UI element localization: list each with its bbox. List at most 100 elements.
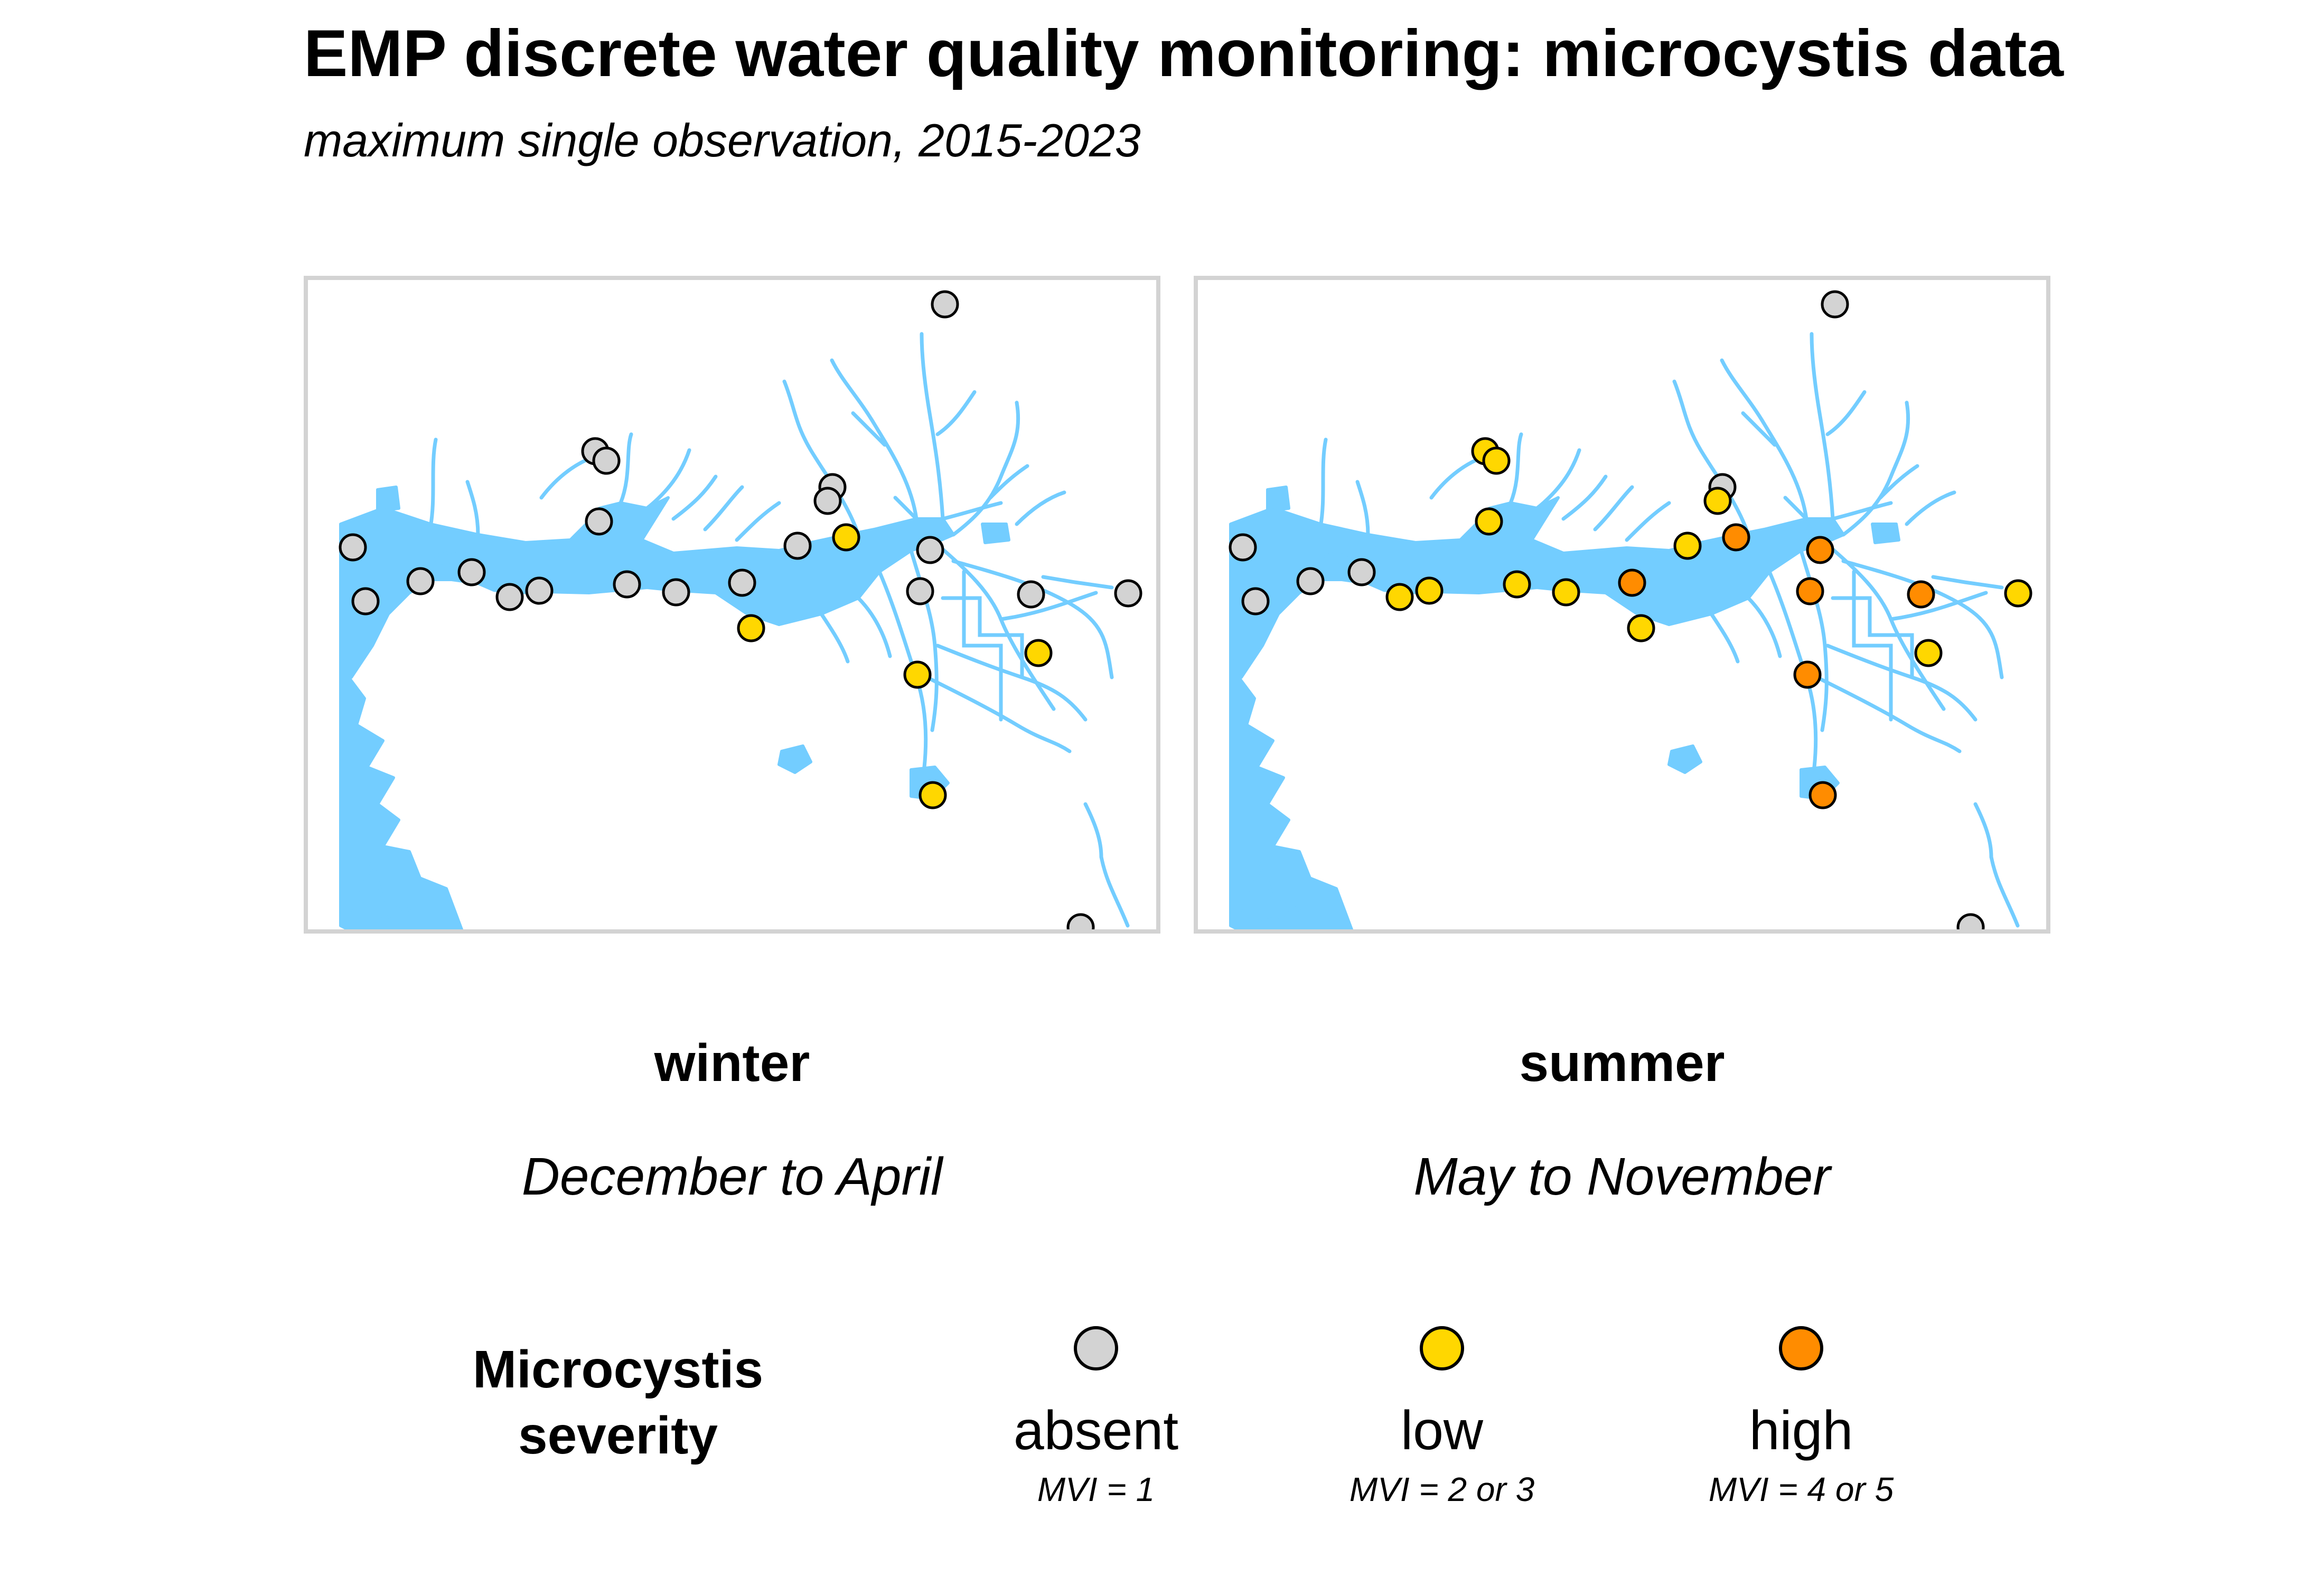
map-panel-winter [304,276,1160,934]
waterway [951,400,1020,537]
waterway [619,432,633,505]
waterway [1810,332,1835,521]
water-layer [1229,332,2020,929]
waterway [1841,400,1910,537]
waterway [1561,474,1608,521]
station-marker-absent [1229,533,1257,562]
waterway [1852,570,1893,722]
legend-label-absent: absent [1013,1400,1179,1461]
chart-title: EMP discrete water quality monitoring: m… [304,17,2064,90]
waterway [1720,358,1808,521]
station-marker-absent [783,532,812,560]
water-body [1667,744,1702,774]
station-marker-absent [1066,913,1095,929]
legend-swatch-low [1420,1326,1464,1370]
station-marker-low [2004,579,2032,608]
waterway [1825,390,1867,436]
waterway [962,570,1003,722]
waterway [1989,855,2020,928]
water-body [1229,655,1354,929]
legend-swatch-high [1779,1326,1823,1370]
waterway [645,448,691,510]
station-marker-high [1722,523,1750,552]
legend-note-high: MVI = 4 or 5 [1708,1470,1894,1508]
waterway [925,675,1072,753]
waterway [1041,575,1114,590]
water-body [1234,861,1301,929]
waterway [1746,596,1782,658]
waterway [428,437,438,529]
waterway [819,612,850,664]
station-marker-low [1673,532,1702,560]
station-marker-absent [931,290,959,319]
station-marker-high [1796,577,1824,605]
legend-swatch-absent [1074,1326,1118,1370]
waterway [1831,596,1914,679]
water-body [376,486,400,512]
legend-note-low: MVI = 2 or 3 [1349,1470,1535,1508]
water-body [339,655,464,929]
waterway [1015,490,1066,526]
map-panel-summer [1194,276,2050,934]
station-marker-low [1415,576,1444,605]
station-marker-absent [916,536,944,564]
station-layer [1229,290,2032,929]
station-marker-low [1914,639,1943,667]
waterway [1889,591,1988,621]
legend-title-line1: Microcystis [472,1340,764,1399]
panel-label-winter: winter [654,1033,810,1093]
waterway [1083,802,1103,859]
waterway [941,501,1003,521]
station-marker-absent [457,558,486,586]
waterway [1831,501,1893,521]
waterway [671,474,718,521]
waterway [1878,464,1919,500]
station-marker-absent [585,507,613,536]
waterway [999,591,1098,621]
waterway [830,358,919,521]
station-marker-high [1808,781,1837,809]
station-marker-low [1475,507,1503,536]
water-body [1266,486,1290,512]
waterway [1535,448,1581,510]
waterway [1931,575,2004,590]
waterway [856,596,892,658]
waterway [735,501,781,542]
station-marker-high [1907,580,1935,609]
station-marker-absent [406,567,435,595]
station-marker-low [1627,614,1655,642]
legend-note-absent: MVI = 1 [1037,1470,1155,1508]
waterway [1099,855,1130,928]
station-marker-low [1703,487,1732,515]
station-marker-low [919,781,947,809]
waterway [1709,612,1740,664]
water-body [344,861,411,929]
station-marker-low [903,660,932,689]
waterway [1741,411,1777,447]
legend-label-low: low [1400,1400,1484,1461]
map-winter [339,290,1142,929]
station-marker-absent [1241,587,1270,616]
waterway [1508,432,1523,505]
panel-label-summer: summer [1519,1033,1725,1093]
station-marker-absent [525,576,554,605]
station-marker-absent [662,578,690,607]
waterway [1318,437,1328,529]
waterway [935,644,1088,722]
station-marker-high [1618,568,1646,597]
waterway [920,332,945,521]
waterway [1625,501,1671,542]
station-marker-low [832,523,860,552]
waterway [1672,379,1750,537]
station-marker-absent [592,446,621,475]
station-marker-absent [1956,913,1985,929]
legend-item-low: low MVI = 2 or 3 [1257,1326,1627,1509]
station-layer [339,290,1142,929]
station-marker-absent [1296,567,1325,595]
station-marker-absent [495,583,524,611]
panel-sublabel-winter: December to April [521,1147,943,1206]
station-marker-absent [613,570,641,599]
legend-title: Microcystis severity [433,1337,803,1469]
waterway [893,496,919,521]
station-marker-absent [1347,558,1376,586]
